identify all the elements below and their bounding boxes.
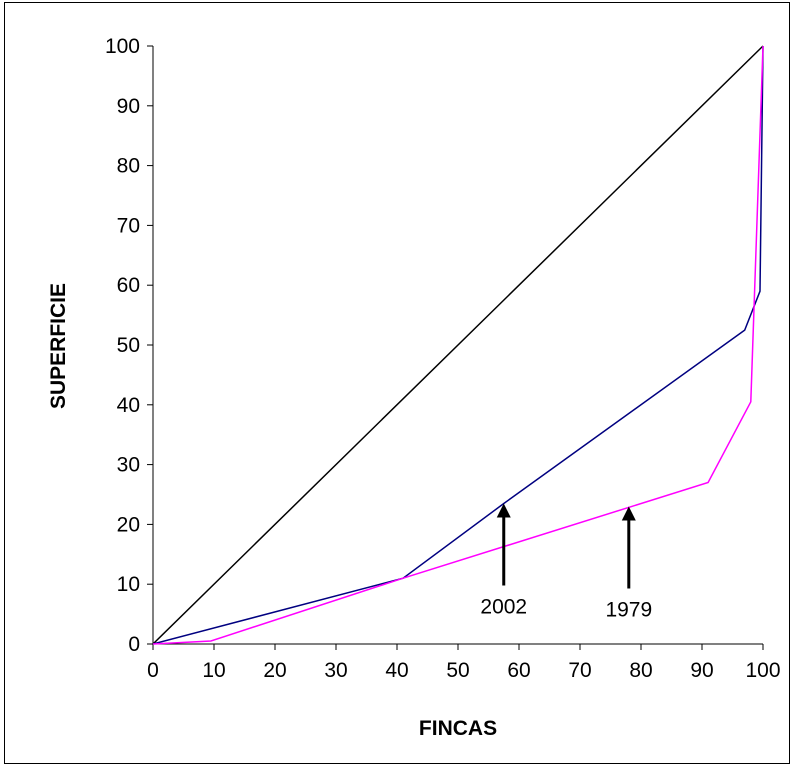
- x-tick-label: 0: [147, 659, 159, 682]
- annotations: 2002 1979: [480, 503, 652, 621]
- tick-labels: 0 10 20 30 40 50 60 70 80 90 100 0 10 20 30 40 50 60 70 80 9…: [105, 35, 781, 682]
- y-tick-label: 80: [117, 155, 140, 178]
- x-tick-label: 50: [446, 659, 469, 682]
- series-line-curve-2002: [152, 45, 764, 645]
- x-tick-label: 100: [745, 659, 780, 682]
- y-tick-label: 30: [117, 454, 140, 477]
- y-tick-label: 60: [117, 274, 140, 297]
- y-tick-label: 20: [117, 513, 140, 536]
- chart-frame: 0 10 20 30 40 50 60 70 80 90 100 0 10 20 30 40 50 60 70 80 9…: [4, 2, 790, 764]
- x-tick-label: 60: [507, 659, 530, 682]
- series-line-curve-1979: [152, 45, 764, 645]
- annotation-label-2002: 2002: [480, 595, 527, 618]
- y-tick-label: 40: [117, 394, 140, 417]
- annotation-arrow-head: [496, 503, 511, 518]
- y-tick-label: 70: [117, 214, 140, 237]
- x-tick-label: 90: [690, 659, 713, 682]
- series-line-equality-line: [152, 45, 764, 645]
- x-tick-label: 30: [324, 659, 347, 682]
- axes: [147, 45, 764, 650]
- x-axis-title: FINCAS: [419, 717, 497, 740]
- x-tick-label: 10: [202, 659, 225, 682]
- x-tick-label: 80: [629, 659, 652, 682]
- y-axis-title: SUPERFICIE: [47, 283, 70, 409]
- series: [152, 45, 764, 645]
- y-tick-label: 100: [105, 35, 140, 58]
- y-tick-label: 90: [117, 95, 140, 118]
- x-tick-label: 40: [385, 659, 408, 682]
- annotation-label-1979: 1979: [605, 598, 652, 621]
- x-tick-label: 70: [568, 659, 591, 682]
- lorenz-chart: 0 10 20 30 40 50 60 70 80 90 100 0 10 20 30 40 50 60 70 80 9…: [47, 35, 781, 740]
- x-tick-label: 20: [263, 659, 286, 682]
- y-tick-label: 0: [128, 633, 140, 656]
- y-tick-label: 10: [117, 573, 140, 596]
- y-tick-label: 50: [117, 334, 140, 357]
- annotation-arrow-head: [621, 506, 636, 521]
